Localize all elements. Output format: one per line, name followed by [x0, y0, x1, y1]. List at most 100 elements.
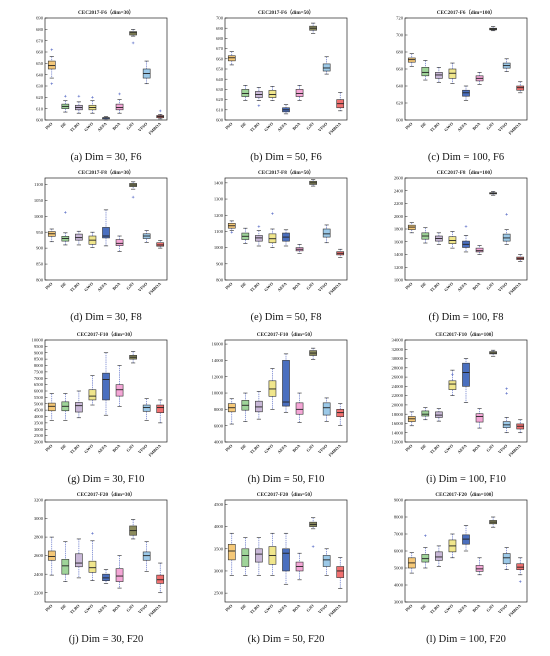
- plot-frame: [404, 177, 528, 281]
- chart-title: CEC2017-F8（dim=30）: [78, 168, 134, 176]
- y-tick-label: 3000: [394, 600, 404, 605]
- chart-title: CEC2017-F10（dim=100）: [435, 330, 496, 338]
- y-tick-label: 9500: [34, 344, 44, 349]
- y-tick-label: 28000: [392, 365, 404, 370]
- y-tick-label: 630: [216, 87, 224, 92]
- x-tick-label: GWO: [83, 603, 95, 615]
- y-tick-label: 26000: [392, 375, 404, 380]
- x-tick-label: BOA: [291, 281, 301, 291]
- box-aefa: [282, 360, 290, 407]
- x-tick-label: BOA: [111, 121, 121, 131]
- x-tick-label: PSO: [44, 603, 54, 613]
- outlier-marker: [451, 373, 454, 377]
- chart-title: CEC2017-F20（dim=50）: [257, 490, 316, 498]
- x-tick-label: BOA: [471, 121, 481, 131]
- y-tick-label: 660: [216, 56, 224, 61]
- y-tick-label: 670: [216, 46, 224, 51]
- y-tick-label: 5500: [34, 395, 44, 400]
- y-tick-label: 9000: [394, 498, 404, 503]
- y-tick-label: 2000: [34, 440, 44, 445]
- outlier-marker: [257, 104, 261, 108]
- box-boa: [475, 247, 484, 253]
- y-tick-label: 6500: [34, 382, 44, 387]
- x-tick-label: GJO: [485, 443, 495, 453]
- y-tick-label: 2500: [214, 591, 224, 596]
- subplot-6: CEC2017-F8（dim=100） 1000 1200 1400 1600 1800 2…: [394, 168, 528, 323]
- y-tick-label: 1050: [34, 198, 44, 203]
- y-tick-label: 720: [396, 16, 404, 21]
- y-tick-label: 1400: [214, 180, 224, 185]
- y-tick-label: 8000: [34, 363, 44, 368]
- y-tick-label: 2400: [34, 572, 44, 577]
- x-tick-label: DE: [419, 281, 427, 289]
- y-tick-label: 7000: [394, 532, 404, 537]
- subplot-5: CEC2017-F8（dim=50） 800 900 1000 1100 1200 1300…: [214, 168, 348, 323]
- x-tick-label: AEFA: [456, 281, 467, 292]
- x-tick-label: PSO: [224, 281, 234, 291]
- subplot-1: CEC2017-F6（dim=30） 600 610 620 630 640 650 660 6…: [36, 8, 168, 163]
- x-tick-label: VFSO: [317, 603, 329, 615]
- box-boa: [295, 89, 304, 97]
- subplot-10: CEC2017-F20（dim=30） 2200 2400 2600 2800 3000 3…: [34, 490, 168, 645]
- x-tick-label: BOA: [471, 443, 481, 453]
- subplot-12: CEC2017-F20（dim=100） 3000 4000 5000 6000 7000…: [394, 490, 528, 645]
- chart-title: CEC2017-F10（dim=30）: [77, 330, 136, 338]
- box-boa: [115, 384, 124, 397]
- box-vfso: [502, 553, 511, 565]
- subplot-9: CEC2017-F10（dim=100） 12000 14000 16000 18000…: [392, 330, 528, 485]
- y-tick-label: 800: [216, 278, 224, 283]
- plot-frame: [224, 339, 348, 443]
- x-tick-label: VFSO: [497, 281, 509, 293]
- y-tick-label: 1000: [34, 214, 44, 219]
- y-tick-label: 640: [396, 84, 404, 89]
- y-tick-label: 1000: [214, 245, 224, 250]
- y-tick-label: 4000: [214, 524, 224, 529]
- y-tick-label: 10000: [32, 338, 44, 343]
- y-tick-label: 1000: [394, 278, 404, 283]
- subfigure-caption: (f) Dim = 100, F8: [428, 312, 503, 323]
- y-tick-label: 3500: [34, 420, 44, 425]
- y-tick-label: 22000: [392, 393, 404, 398]
- x-tick-label: FMBOA: [327, 281, 342, 296]
- y-tick-label: 14000: [212, 358, 224, 363]
- y-tick-label: 630: [36, 84, 44, 89]
- y-tick-label: 3000: [214, 569, 224, 574]
- chart-title: CEC2017-F8（dim=100）: [437, 168, 496, 176]
- plot-frame: [44, 177, 168, 281]
- box-aefa: [282, 548, 290, 572]
- box-pso: [47, 60, 56, 70]
- subfigure-caption: (i) Dim = 100, F10: [426, 474, 506, 485]
- chart-title: CEC2017-F8（dim=50）: [258, 168, 314, 176]
- subfigure-caption: (j) Dim = 30, F20: [69, 634, 143, 645]
- x-tick-label: PSO: [404, 121, 414, 131]
- box-pso: [227, 544, 236, 561]
- outlier-marker: [64, 211, 67, 214]
- x-tick-label: PSO: [404, 603, 414, 613]
- outlier-marker: [50, 48, 54, 52]
- box-aefa: [102, 372, 110, 401]
- chart-title: CEC2017-F10（dim=50）: [257, 330, 316, 338]
- y-tick-label: 7000: [34, 376, 44, 381]
- x-tick-label: DE: [239, 281, 247, 289]
- y-tick-label: 4000: [34, 414, 44, 419]
- outlier-marker: [118, 92, 121, 96]
- y-tick-label: 660: [36, 50, 44, 55]
- x-tick-label: AEFA: [96, 121, 107, 132]
- outlier-marker: [424, 534, 427, 537]
- x-tick-label: VFSO: [137, 121, 149, 133]
- box-tlbo: [75, 233, 83, 241]
- x-tick-label: GWO: [263, 121, 275, 133]
- x-tick-label: GWO: [83, 121, 95, 133]
- x-tick-label: PSO: [224, 603, 234, 613]
- outlier-marker: [505, 213, 508, 216]
- x-tick-label: VFSO: [317, 443, 329, 455]
- outlier-marker: [230, 230, 234, 234]
- y-tick-label: 5000: [34, 401, 44, 406]
- x-tick-label: TLBO: [249, 443, 261, 455]
- x-tick-label: VFSO: [317, 281, 329, 293]
- subfigure-caption: (c) Dim = 100, F6: [428, 152, 504, 163]
- y-tick-label: 620: [216, 97, 224, 102]
- x-tick-label: TLBO: [69, 281, 81, 293]
